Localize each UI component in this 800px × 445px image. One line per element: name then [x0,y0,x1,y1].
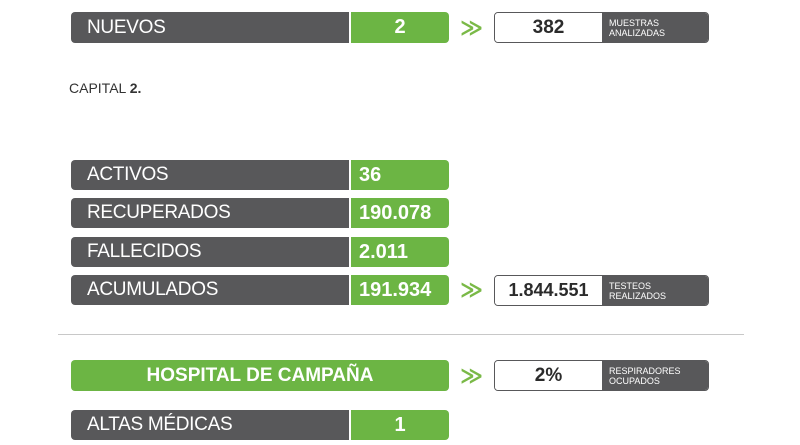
section-divider [58,334,744,335]
acumulados-value: 191.934 [351,275,449,305]
section-title-capital: CAPITAL 2. [69,80,141,96]
chevron-double-right-icon: ≫ [459,14,483,40]
respiradores-caption-line-1: RESPIRADORES [609,365,681,376]
respiradores-stat: 2% RESPIRADORES OCUPADOS [494,360,709,391]
recuperados-value: 190.078 [351,198,449,228]
activos-value: 36 [351,160,449,190]
altas-medicas-label: ALTAS MÉDICAS [71,410,349,440]
nuevos-label: NUEVOS [71,12,349,43]
respiradores-value: 2% [495,361,602,390]
testeos-stat: 1.844.551 TESTEOS REALIZADOS [494,275,709,306]
recuperados-label: RECUPERADOS [71,198,349,228]
muestras-value: 382 [495,13,602,42]
muestras-caption-line-2: ANALIZADAS [609,27,666,38]
respiradores-caption-line-2: OCUPADOS [609,375,660,386]
activos-label: ACTIVOS [71,160,349,190]
testeos-caption: TESTEOS REALIZADOS [602,276,708,305]
fallecidos-label: FALLECIDOS [71,237,349,267]
chevron-double-right-icon: ≫ [459,362,483,388]
muestras-stat: 382 MUESTRAS ANALIZADAS [494,12,709,43]
testeos-caption-line-2: REALIZADOS [609,290,667,301]
testeos-value: 1.844.551 [495,276,602,305]
chevron-double-right-icon: ≫ [459,277,483,302]
muestras-caption: MUESTRAS ANALIZADAS [602,13,708,42]
altas-medicas-value: 1 [351,410,449,440]
nuevos-value: 2 [351,12,449,43]
acumulados-label: ACUMULADOS [71,275,349,305]
muestras-caption-line-1: MUESTRAS [609,17,660,28]
fallecidos-value: 2.011 [351,237,449,267]
respiradores-caption: RESPIRADORES OCUPADOS [602,361,708,390]
section-title-prefix: CAPITAL [69,80,126,96]
section-title-number: 2. [129,80,142,96]
hospital-title: HOSPITAL DE CAMPAÑA [71,360,449,391]
testeos-caption-line-1: TESTEOS [609,280,652,291]
